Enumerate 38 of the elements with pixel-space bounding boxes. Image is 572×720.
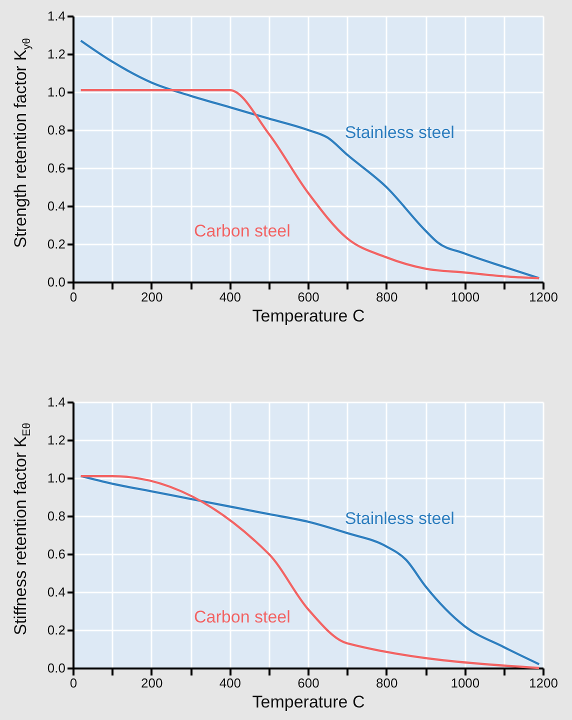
x-tick-label: 1200 — [529, 676, 558, 690]
series-label: Carbon steel — [194, 607, 290, 626]
y-tick-label: 0.8 — [47, 122, 66, 138]
y-tick-label: 0.4 — [47, 584, 66, 600]
x-tick-label: 1200 — [529, 290, 558, 304]
series-label: Carbon steel — [194, 221, 290, 240]
x-tick-label: 200 — [140, 676, 163, 690]
line-series — [80, 40, 540, 280]
series-label: Stainless steel — [344, 509, 454, 528]
x-tick-label: 1000 — [450, 676, 480, 690]
y-tick-label: 0.8 — [47, 508, 66, 524]
line-series — [80, 89, 540, 280]
x-tick-label: 800 — [376, 676, 398, 690]
y-tick-label: 0.2 — [47, 622, 66, 638]
x-tick-label: 400 — [219, 290, 242, 304]
x-tick-label: 800 — [376, 290, 398, 304]
y-tick-label: 0.6 — [47, 546, 66, 562]
y-tick-label: 1.4 — [47, 394, 66, 410]
x-tick-label: 400 — [219, 676, 242, 690]
y-tick-label: 1.0 — [47, 470, 66, 486]
x-tick-label: 1000 — [450, 290, 480, 304]
y-tick-label: 1.0 — [47, 84, 66, 100]
x-tick-label: 600 — [298, 290, 320, 304]
x-tick-label: 0 — [70, 290, 78, 304]
x-tick-label: 0 — [70, 676, 78, 690]
x-axis-title: Temperature C — [252, 692, 365, 712]
y-tick-label: 0.6 — [47, 160, 66, 176]
x-axis-title: Temperature C — [252, 306, 365, 326]
y-tick-label: 1.2 — [47, 46, 66, 62]
y-tick-label: 0.2 — [47, 236, 66, 252]
y-tick-label: 1.4 — [47, 8, 66, 24]
series-label: Stainless steel — [344, 123, 454, 142]
x-tick-label: 600 — [298, 676, 320, 690]
y-tick-label: 0.4 — [47, 198, 66, 214]
y-tick-label: 1.2 — [47, 432, 66, 448]
y-tick-label: 0.0 — [47, 274, 66, 290]
y-tick-label: 0.0 — [47, 660, 66, 676]
x-tick-label: 200 — [140, 290, 163, 304]
